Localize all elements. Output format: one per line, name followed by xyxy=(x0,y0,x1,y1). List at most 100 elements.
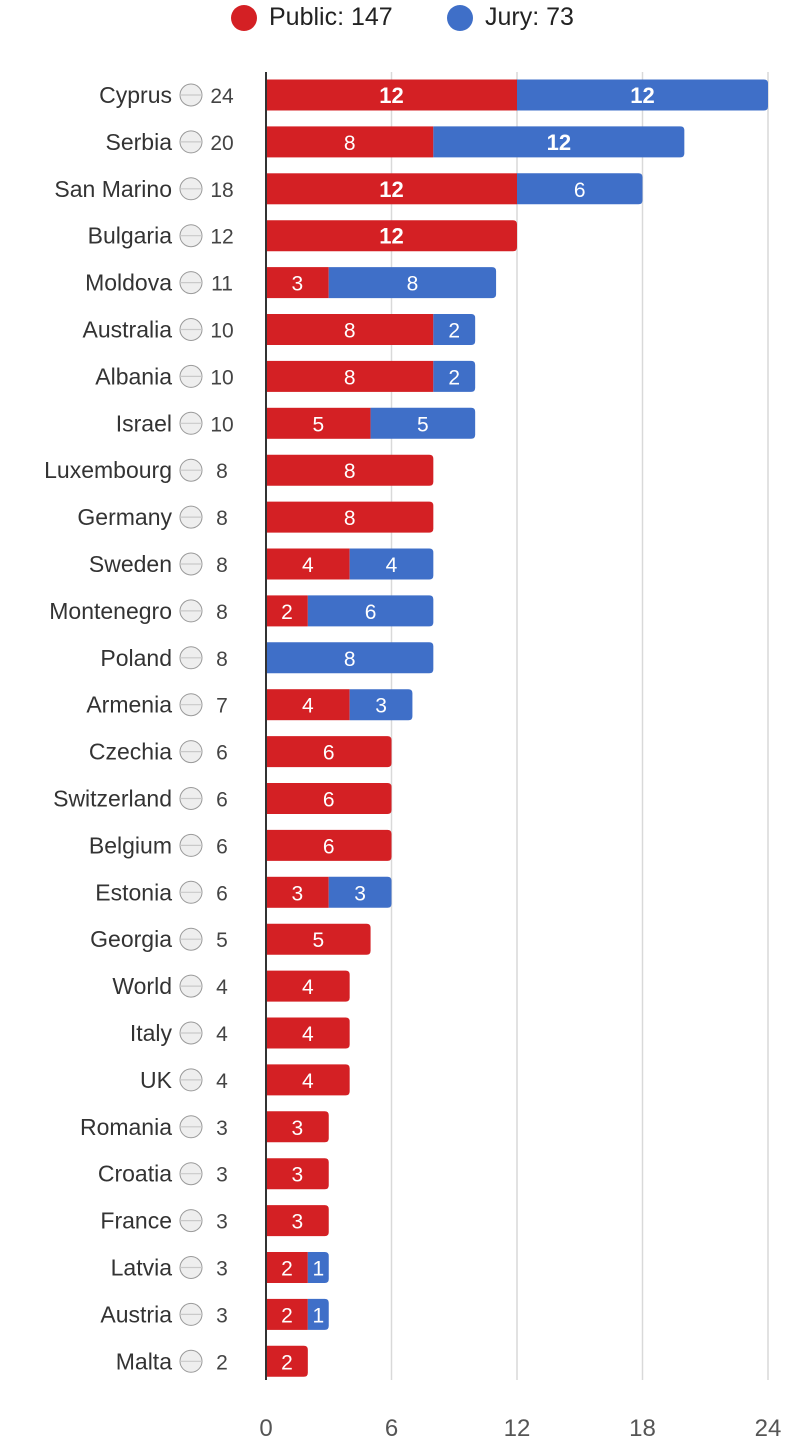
total-label: 11 xyxy=(211,273,233,296)
category-label: Albania xyxy=(95,363,172,389)
jury-value-label: 5 xyxy=(417,413,429,436)
public-value-label: 2 xyxy=(281,601,293,624)
public-bar xyxy=(266,360,434,392)
category-label: Serbia xyxy=(106,129,173,155)
jury-value-label: 2 xyxy=(448,320,460,343)
public-value-label: 3 xyxy=(292,1211,304,1234)
category-label: Austria xyxy=(100,1301,172,1327)
category-label: Switzerland xyxy=(53,786,172,812)
total-label: 8 xyxy=(216,460,228,483)
australia-flag-icon xyxy=(179,318,203,341)
public-bar xyxy=(266,923,371,955)
jury-bar xyxy=(328,267,497,299)
total-label: 2 xyxy=(216,1351,228,1374)
public-bar xyxy=(266,548,350,580)
total-label: 7 xyxy=(216,695,228,718)
total-label: 24 xyxy=(210,85,234,108)
public-bar xyxy=(266,1252,308,1283)
category-label: Belgium xyxy=(89,832,172,858)
jury-bar xyxy=(328,876,392,908)
latvia-flag-icon xyxy=(179,1256,203,1279)
public-value-label: 8 xyxy=(344,507,356,530)
legend-jury-label: Jury: 73 xyxy=(485,3,574,31)
category-label: Poland xyxy=(100,645,172,671)
public-swatch-icon xyxy=(231,4,257,31)
total-label: 10 xyxy=(210,413,233,436)
public-value-label: 2 xyxy=(281,1258,293,1281)
category-label: Croatia xyxy=(98,1161,172,1187)
category-label: Latvia xyxy=(111,1255,173,1281)
sweden-flag-icon xyxy=(179,552,203,576)
public-bar xyxy=(266,876,329,908)
moldova-flag-icon xyxy=(179,271,203,295)
category-label: Estonia xyxy=(95,879,172,905)
public-value-label: 5 xyxy=(312,413,324,436)
montenegro-flag-icon xyxy=(179,599,203,623)
public-bar xyxy=(266,736,392,768)
category-label: Italy xyxy=(130,1020,173,1046)
jury-value-label: 8 xyxy=(344,648,356,671)
total-label: 12 xyxy=(210,226,233,249)
public-bar xyxy=(266,1298,308,1330)
public-value-label: 5 xyxy=(312,929,324,952)
public-value-label: 6 xyxy=(323,835,335,858)
category-label: San Marino xyxy=(54,176,172,202)
category-label: Australia xyxy=(83,317,173,343)
public-bar xyxy=(266,220,517,252)
jury-bar xyxy=(433,126,685,158)
jury-value-label: 12 xyxy=(547,130,571,155)
san-marino-flag-icon xyxy=(179,177,203,201)
public-bar xyxy=(266,829,392,861)
public-value-label: 6 xyxy=(323,742,335,765)
jury-value-label: 3 xyxy=(354,882,366,905)
chart-legend: Public: 147 Jury: 73 xyxy=(0,0,807,38)
total-label: 8 xyxy=(216,601,228,624)
public-bar xyxy=(266,1205,329,1237)
public-value-label: 4 xyxy=(302,695,314,718)
public-value-label: 3 xyxy=(292,273,304,296)
serbia-flag-icon xyxy=(179,130,203,154)
public-value-label: 2 xyxy=(281,1304,293,1327)
jury-bar xyxy=(433,360,476,392)
luxembourg-flag-icon xyxy=(179,458,203,482)
public-bar xyxy=(266,1017,350,1049)
category-label: Armenia xyxy=(86,692,172,718)
jury-value-label: 1 xyxy=(312,1258,324,1281)
public-bar xyxy=(266,595,308,627)
public-bar xyxy=(266,126,434,158)
public-value-label: 8 xyxy=(344,320,356,343)
jury-value-label: 1 xyxy=(312,1304,324,1327)
austria-flag-icon xyxy=(179,1302,203,1326)
jury-bar xyxy=(307,1252,329,1283)
georgia-flag-icon xyxy=(179,927,203,951)
total-label: 3 xyxy=(216,1117,228,1140)
public-bar xyxy=(266,501,434,533)
jury-value-label: 6 xyxy=(574,179,586,202)
total-label: 10 xyxy=(210,366,233,389)
israel-flag-icon xyxy=(179,411,203,435)
public-bar xyxy=(266,407,371,439)
jury-value-label: 12 xyxy=(630,83,654,108)
total-label: 3 xyxy=(216,1258,228,1281)
public-bar xyxy=(266,1158,329,1190)
public-value-label: 8 xyxy=(344,366,356,389)
public-value-label: 3 xyxy=(292,882,304,905)
total-label: 5 xyxy=(216,929,228,952)
public-value-label: 3 xyxy=(292,1164,304,1187)
jury-value-label: 2 xyxy=(448,366,460,389)
total-label: 3 xyxy=(216,1164,228,1187)
public-bar xyxy=(266,79,517,111)
category-label: Georgia xyxy=(90,926,172,952)
public-bar xyxy=(266,1111,329,1143)
public-value-label: 6 xyxy=(323,789,335,812)
x-tick-label: 12 xyxy=(504,1415,531,1442)
public-bar xyxy=(266,267,329,299)
total-label: 6 xyxy=(216,742,228,765)
category-label: Czechia xyxy=(89,739,172,765)
public-value-label: 8 xyxy=(344,132,356,155)
public-value-label: 4 xyxy=(302,976,314,999)
x-tick-label: 0 xyxy=(259,1415,272,1442)
total-label: 3 xyxy=(216,1211,228,1234)
